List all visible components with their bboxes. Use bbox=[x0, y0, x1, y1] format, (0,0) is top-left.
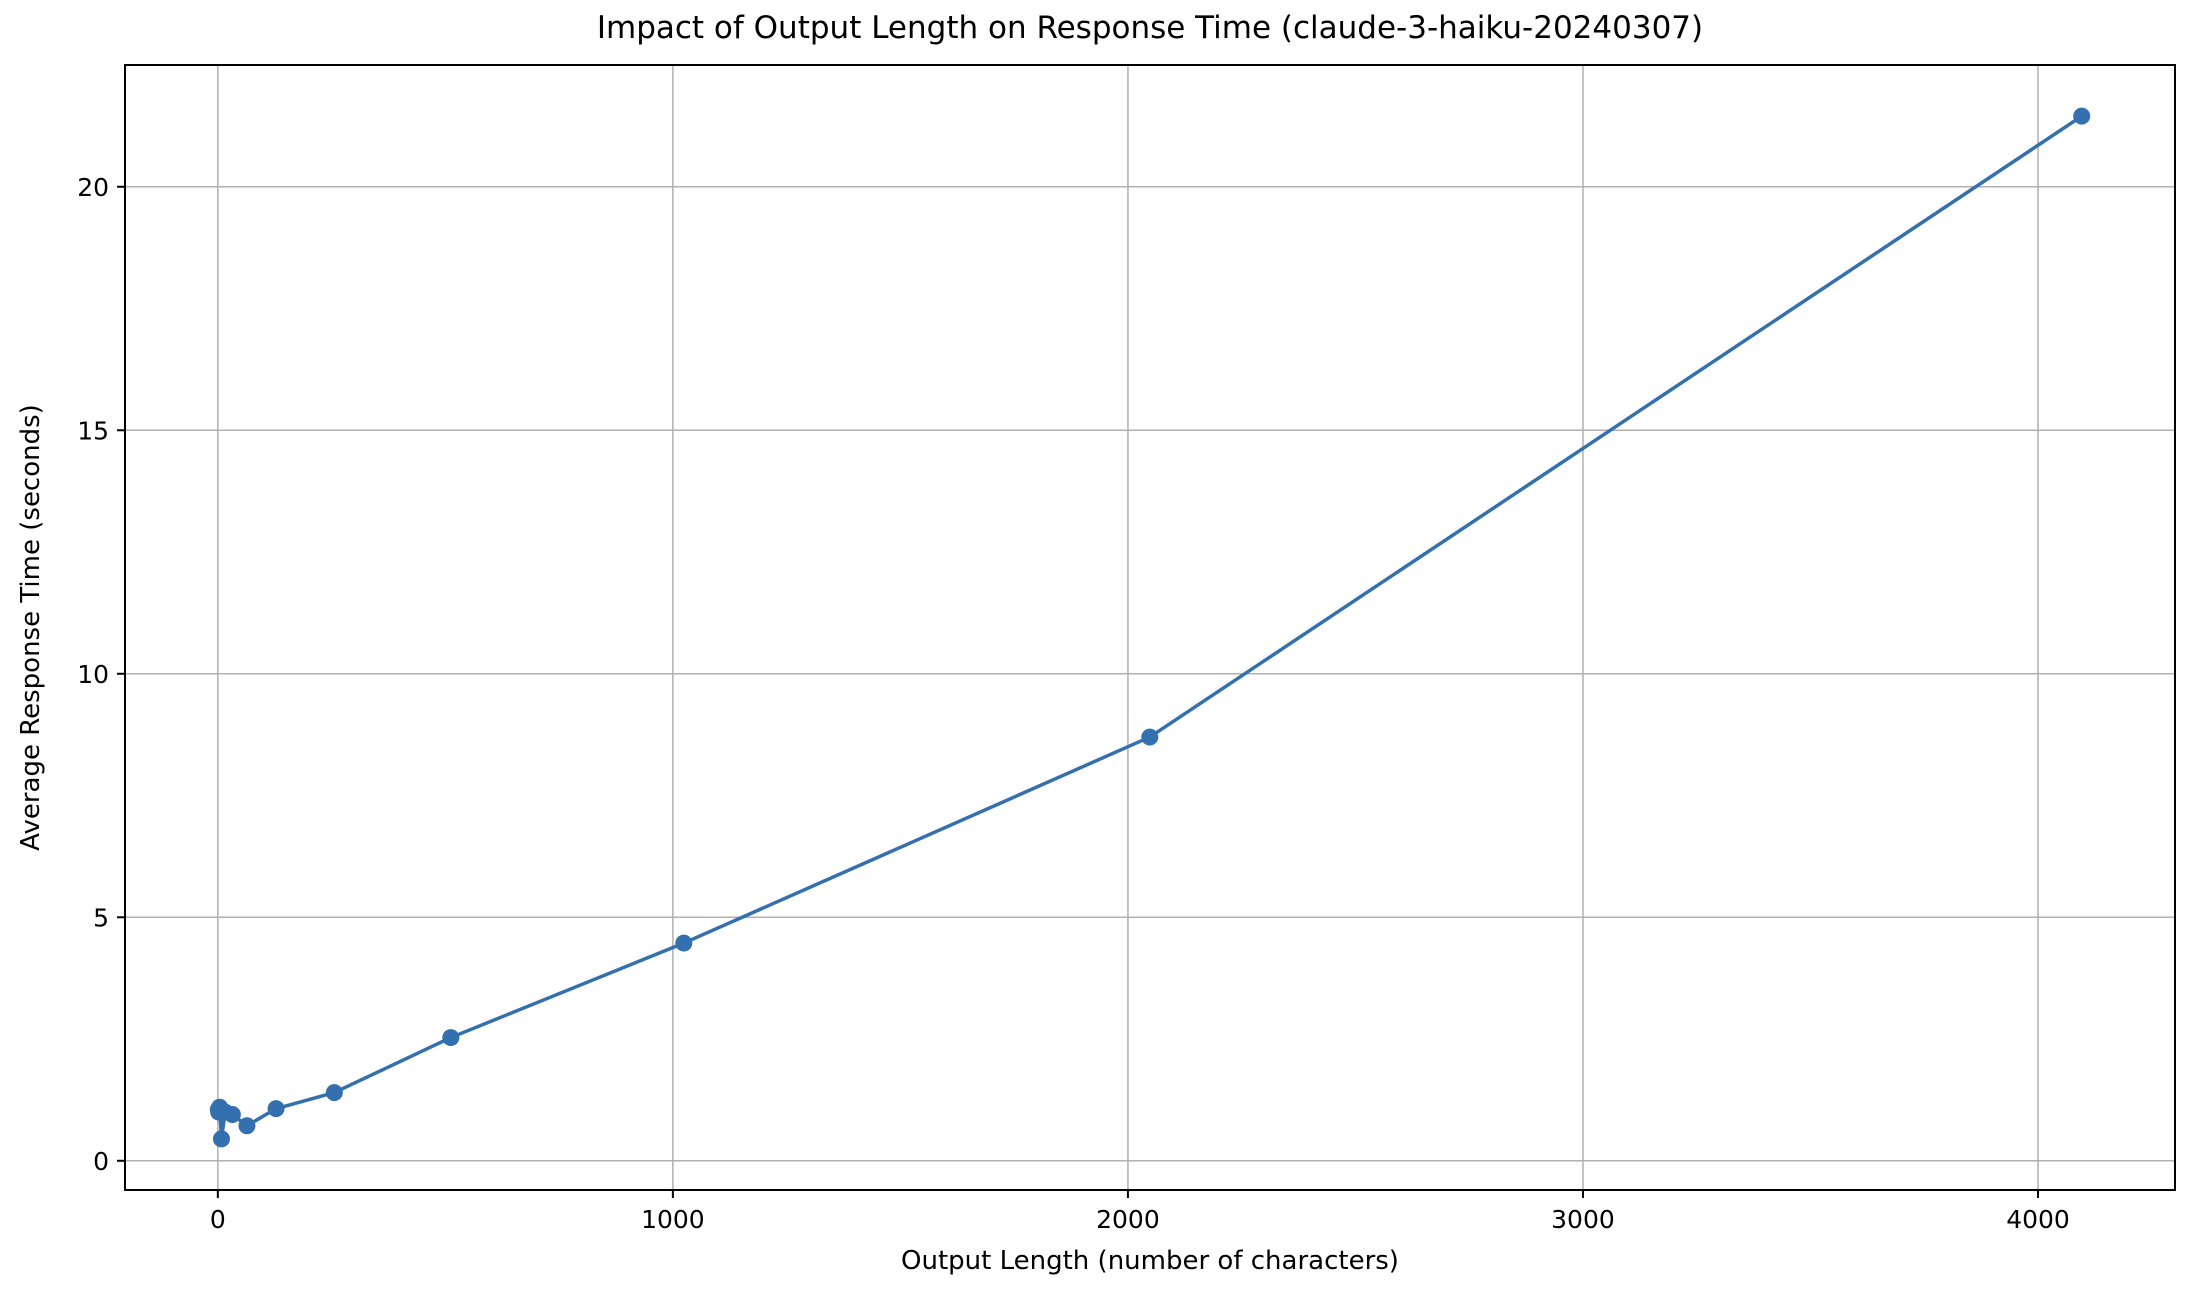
x-tick-label: 1000 bbox=[641, 1205, 705, 1234]
x-tick-label: 2000 bbox=[1096, 1205, 1160, 1234]
y-axis-label: Average Response Time (seconds) bbox=[16, 404, 46, 851]
data-point-marker bbox=[442, 1029, 460, 1047]
series-line bbox=[216, 114, 2084, 1141]
x-tick-label: 3000 bbox=[1551, 1205, 1615, 1234]
data-point-marker bbox=[223, 1106, 241, 1124]
data-point-marker bbox=[675, 934, 693, 952]
data-point-marker bbox=[325, 1084, 343, 1102]
y-tick-label: 0 bbox=[93, 1147, 109, 1176]
x-axis-label: Output Length (number of characters) bbox=[901, 1246, 1399, 1276]
y-tick-label: 10 bbox=[77, 660, 109, 689]
data-point-marker bbox=[238, 1117, 256, 1135]
y-tick-label: 20 bbox=[77, 173, 109, 202]
data-point-marker bbox=[2073, 107, 2091, 125]
data-point-marker bbox=[267, 1100, 285, 1118]
plot-border bbox=[124, 64, 2176, 1191]
y-tick-label: 5 bbox=[93, 903, 109, 932]
x-tick-label: 0 bbox=[210, 1205, 226, 1234]
y-tick-label: 15 bbox=[77, 416, 109, 445]
data-point-marker bbox=[212, 1130, 230, 1148]
chart-title: Impact of Output Length on Response Time… bbox=[596, 10, 1704, 46]
x-tick-label: 4000 bbox=[2006, 1205, 2070, 1234]
data-point-marker bbox=[1141, 728, 1159, 746]
